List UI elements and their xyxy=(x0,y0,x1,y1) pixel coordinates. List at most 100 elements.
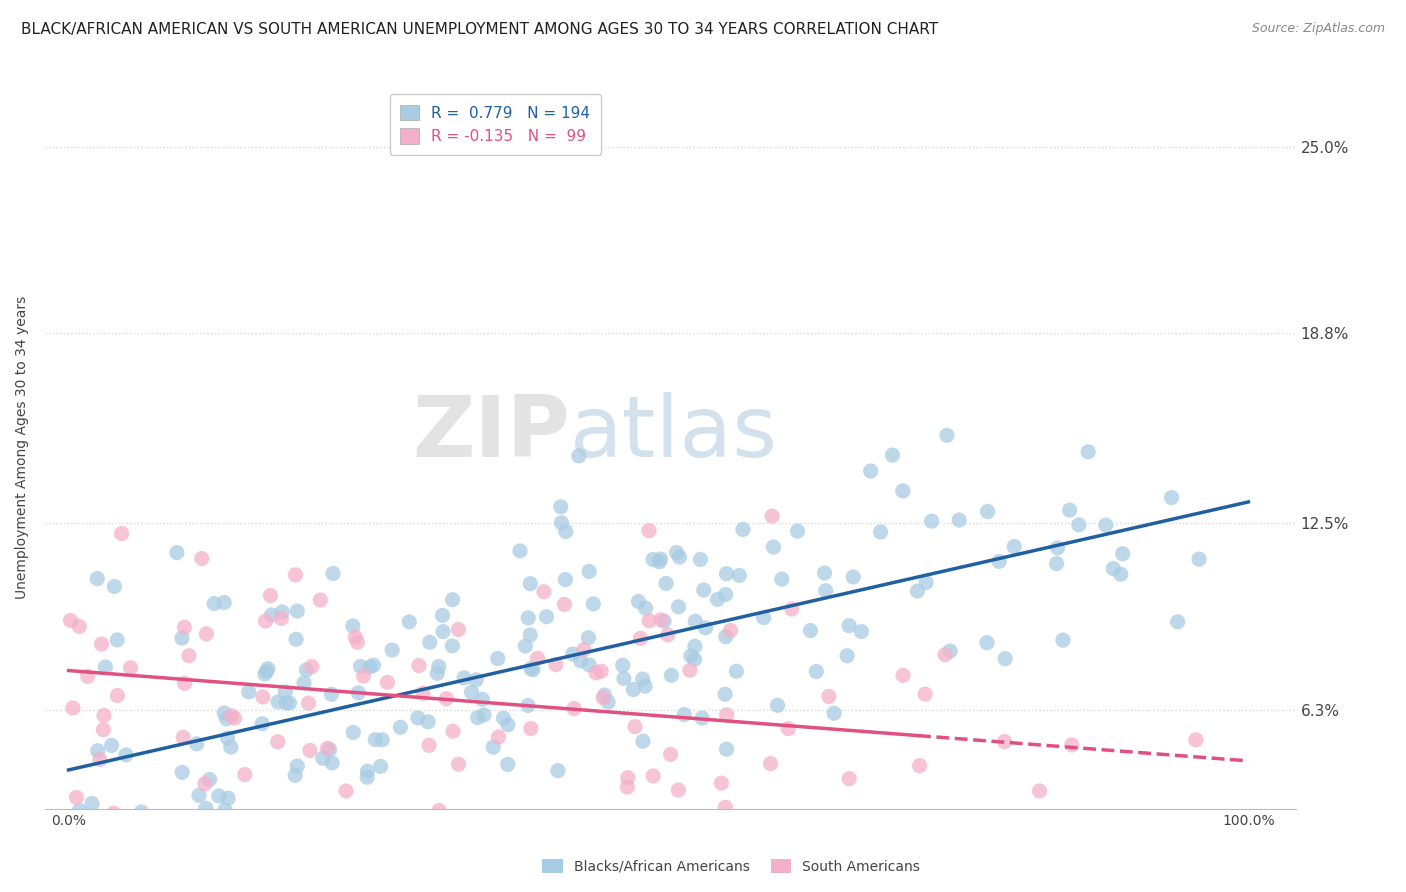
Point xyxy=(292,676,315,690)
Point xyxy=(1102,561,1125,575)
Point xyxy=(517,698,540,713)
Point xyxy=(517,611,540,625)
Point xyxy=(177,648,200,663)
Point xyxy=(69,804,91,818)
Point xyxy=(482,740,505,755)
Point xyxy=(976,636,998,650)
Point xyxy=(706,592,728,607)
Point xyxy=(321,756,343,770)
Point xyxy=(842,570,865,584)
Point xyxy=(274,685,297,699)
Point xyxy=(673,707,696,722)
Point xyxy=(285,759,308,773)
Point xyxy=(294,810,316,824)
Point xyxy=(271,605,294,619)
Point xyxy=(170,631,193,645)
Point xyxy=(432,608,454,623)
Point xyxy=(173,676,195,690)
Point xyxy=(519,576,541,591)
Point xyxy=(562,701,585,715)
Point xyxy=(716,707,738,722)
Point xyxy=(517,817,540,831)
Point xyxy=(526,651,548,665)
Point xyxy=(617,771,640,785)
Point xyxy=(80,797,103,811)
Point xyxy=(668,550,690,565)
Point xyxy=(297,696,319,710)
Point xyxy=(65,790,87,805)
Point xyxy=(728,568,751,582)
Point xyxy=(835,648,858,663)
Point xyxy=(364,732,387,747)
Point xyxy=(87,744,110,758)
Point xyxy=(550,516,572,530)
Point xyxy=(1046,541,1069,555)
Point xyxy=(110,526,132,541)
Point xyxy=(915,575,938,590)
Point xyxy=(342,619,364,633)
Point xyxy=(544,657,567,672)
Point xyxy=(759,756,782,771)
Point xyxy=(806,665,828,679)
Point xyxy=(657,628,679,642)
Point xyxy=(173,620,195,634)
Point xyxy=(447,623,470,637)
Point xyxy=(1067,517,1090,532)
Point xyxy=(166,545,188,559)
Point xyxy=(471,692,494,706)
Point xyxy=(799,624,821,638)
Point xyxy=(202,597,225,611)
Point xyxy=(509,544,531,558)
Point xyxy=(267,695,290,709)
Legend: Blacks/African Americans, South Americans: Blacks/African Americans, South American… xyxy=(534,852,928,880)
Point xyxy=(553,598,575,612)
Point xyxy=(412,686,434,700)
Point xyxy=(550,500,572,514)
Point xyxy=(766,698,789,713)
Point xyxy=(934,648,956,662)
Point xyxy=(59,614,82,628)
Point xyxy=(714,687,737,701)
Point xyxy=(204,836,226,850)
Point xyxy=(219,740,242,755)
Point xyxy=(120,661,142,675)
Point xyxy=(683,640,706,654)
Point xyxy=(86,572,108,586)
Point xyxy=(186,737,208,751)
Point xyxy=(578,565,600,579)
Point xyxy=(714,588,737,602)
Point xyxy=(882,448,904,462)
Point xyxy=(467,711,489,725)
Point xyxy=(284,567,307,582)
Point xyxy=(322,566,344,581)
Point xyxy=(683,652,706,666)
Point xyxy=(1028,784,1050,798)
Point xyxy=(576,631,599,645)
Point xyxy=(778,722,800,736)
Point xyxy=(693,583,716,598)
Point xyxy=(408,658,430,673)
Point xyxy=(416,714,439,729)
Point xyxy=(89,752,111,766)
Point xyxy=(731,523,754,537)
Point xyxy=(172,765,194,780)
Point xyxy=(869,524,891,539)
Point xyxy=(624,720,647,734)
Point xyxy=(1160,491,1182,505)
Point xyxy=(94,660,117,674)
Point xyxy=(818,690,841,704)
Point xyxy=(710,776,733,790)
Point xyxy=(353,669,375,683)
Point xyxy=(214,803,236,817)
Point xyxy=(720,624,742,638)
Point xyxy=(62,701,84,715)
Point xyxy=(107,689,129,703)
Point xyxy=(426,666,449,681)
Point xyxy=(103,579,125,593)
Point xyxy=(533,584,555,599)
Point xyxy=(1167,615,1189,629)
Point xyxy=(356,764,378,779)
Point xyxy=(939,644,962,658)
Point xyxy=(295,663,318,677)
Point xyxy=(993,734,1015,748)
